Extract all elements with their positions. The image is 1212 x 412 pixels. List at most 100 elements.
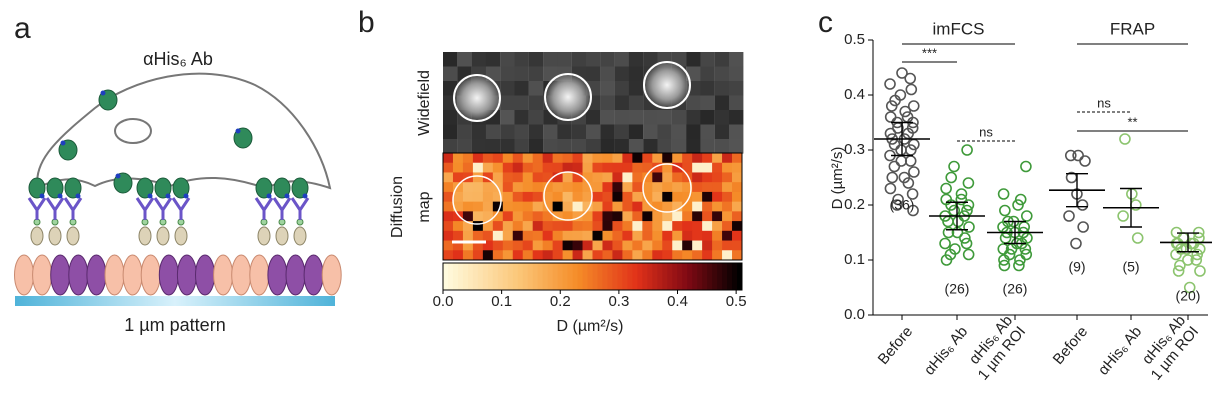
diffusion-pixel (462, 211, 474, 222)
diffusion-pixel (542, 211, 554, 222)
diffusion-pixel (502, 250, 514, 261)
diffusion-pixel (712, 153, 723, 164)
antibody (63, 197, 83, 220)
diffusion-pixel (462, 230, 474, 241)
diffusion-pixel (582, 153, 593, 164)
x-tick-label-line: αHis₆ Ab (1095, 323, 1145, 378)
diffusion-pixel (592, 182, 603, 193)
protein-tan (48, 226, 62, 246)
membrane-protein (291, 177, 309, 199)
diffusion-pixel (512, 201, 524, 212)
data-point (999, 204, 1011, 217)
diffusion-pixel (682, 221, 693, 232)
panel-label: a (14, 12, 31, 45)
panel-label: c (818, 6, 833, 39)
diffusion-pixel (552, 221, 563, 232)
data-point (907, 100, 920, 112)
protein-tan (257, 226, 271, 246)
colorbar-cell (547, 263, 554, 290)
diffusion-pixel (662, 240, 673, 251)
diffusion-pixel (522, 191, 534, 203)
diffusion-pixel (712, 162, 723, 173)
diffusion-pixel (612, 201, 623, 212)
roi-circle (452, 175, 502, 225)
data-point (952, 215, 964, 228)
diffusion-pixel (712, 191, 723, 203)
widefield-pixel (614, 110, 629, 125)
diffusion-pixel (462, 240, 474, 251)
widefield-pixel (614, 95, 629, 111)
widefield-pixel (714, 95, 730, 111)
widefield-spot (643, 61, 691, 109)
diffusion-pixel (552, 162, 563, 173)
widefield-pixel (657, 139, 672, 154)
diffusion-pixel (512, 182, 524, 193)
colorbar-cell (622, 263, 628, 290)
colorbar-cell (642, 263, 648, 290)
bead (14, 254, 34, 296)
diffusion-pixel (492, 191, 504, 203)
diffusion-pixel (542, 153, 554, 164)
diffusion-pixel (492, 240, 504, 251)
diffusion-pixel (692, 162, 703, 173)
diffusion-pixel (472, 230, 484, 241)
data-point (1063, 210, 1075, 222)
data-point (1013, 259, 1025, 272)
diffusion-pixel (502, 191, 514, 203)
widefield-pixel (600, 124, 615, 140)
diffusion-pixel (532, 162, 544, 173)
diffusion-pixel (612, 172, 623, 183)
x-tick-label: αHis₆ Ab1 µm ROI (962, 312, 1029, 383)
his-tag (60, 140, 66, 146)
diffusion-pixel (652, 250, 663, 261)
membrane-protein (136, 177, 154, 199)
diffusion-pixel (482, 172, 494, 183)
widefield-pixel (729, 66, 744, 82)
membrane-protein (273, 177, 291, 199)
diffusion-pixel (722, 162, 733, 173)
diffusion-pixel (672, 221, 683, 232)
widefield-pixel (700, 66, 715, 82)
diffusion-pixel (522, 221, 534, 232)
widefield-pixel (557, 139, 572, 154)
bead (32, 254, 53, 296)
membrane-protein (28, 177, 46, 199)
roi-circle (453, 74, 501, 122)
y-tick-label: 0.4 (844, 86, 865, 103)
diffusion-pixel (602, 230, 613, 241)
diffusion-pixel (552, 172, 563, 183)
diffusion-pixel (562, 162, 573, 173)
data-point (1193, 243, 1206, 255)
data-point (963, 221, 975, 233)
widefield-pixel (443, 66, 458, 82)
widefield-pixel (700, 52, 715, 67)
diffusion-pixel (582, 172, 593, 183)
diffusion-pixel (472, 153, 484, 164)
data-point (1191, 248, 1204, 261)
diffusion-pixel (492, 250, 504, 261)
diffusion-pixel (443, 211, 454, 222)
his-tag (75, 193, 81, 199)
diffusion-pixel (652, 240, 663, 251)
diffusion-pixel (572, 230, 583, 241)
diffusion-pixel (452, 182, 464, 193)
protein-tan (156, 226, 170, 246)
diffusion-pixel (642, 211, 653, 222)
roi-circle (544, 73, 592, 121)
widefield-pixel (600, 81, 615, 96)
diffusion-pixel (572, 162, 583, 173)
colorbar-cell (567, 263, 574, 290)
diffusion-pixel (512, 211, 524, 222)
significance-label: ** (1127, 114, 1137, 129)
membrane-protein (64, 177, 82, 199)
diffusion-pixel (682, 162, 693, 173)
diffusion-pixel (522, 172, 534, 183)
x-tick-label: αHis₆ Ab1 µm ROI (1135, 312, 1202, 383)
colorbar-cell (597, 263, 603, 290)
widefield-pixel (543, 139, 558, 154)
widefield-pixel (628, 81, 644, 96)
colorbar-cell (717, 263, 723, 290)
diffusion-pixel (532, 230, 544, 241)
y-tick-label: 0.0 (844, 306, 865, 323)
